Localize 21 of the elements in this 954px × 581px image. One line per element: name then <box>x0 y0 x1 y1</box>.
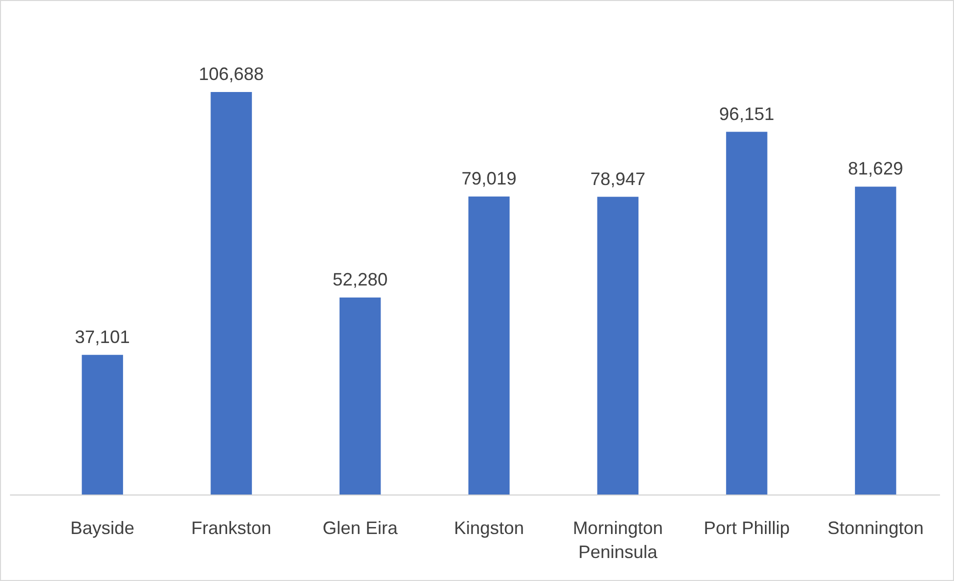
x-tick-label: Mornington Peninsula <box>572 518 663 562</box>
data-label: 52,280 <box>332 270 388 290</box>
data-label: 37,101 <box>74 326 130 347</box>
x-tick-label: Kingston <box>454 518 524 538</box>
bar <box>340 298 381 495</box>
bar <box>468 196 510 495</box>
x-tick-label: Port Phillip <box>704 518 790 538</box>
data-label: 78,947 <box>590 168 646 189</box>
data-label: 81,629 <box>848 158 904 179</box>
x-tick-label: Frankston <box>191 518 272 538</box>
x-tick-label: Glen Eira <box>322 518 399 538</box>
data-label: 106,688 <box>198 64 264 84</box>
bar <box>854 186 896 495</box>
bar <box>82 354 124 495</box>
bar <box>210 92 252 495</box>
x-tick-label: Stonnington <box>828 518 924 538</box>
bar <box>597 196 638 495</box>
x-tick-label: Bayside <box>70 518 134 538</box>
bar <box>726 132 768 495</box>
data-label: 96,151 <box>719 104 774 124</box>
data-label: 79,019 <box>461 168 517 189</box>
